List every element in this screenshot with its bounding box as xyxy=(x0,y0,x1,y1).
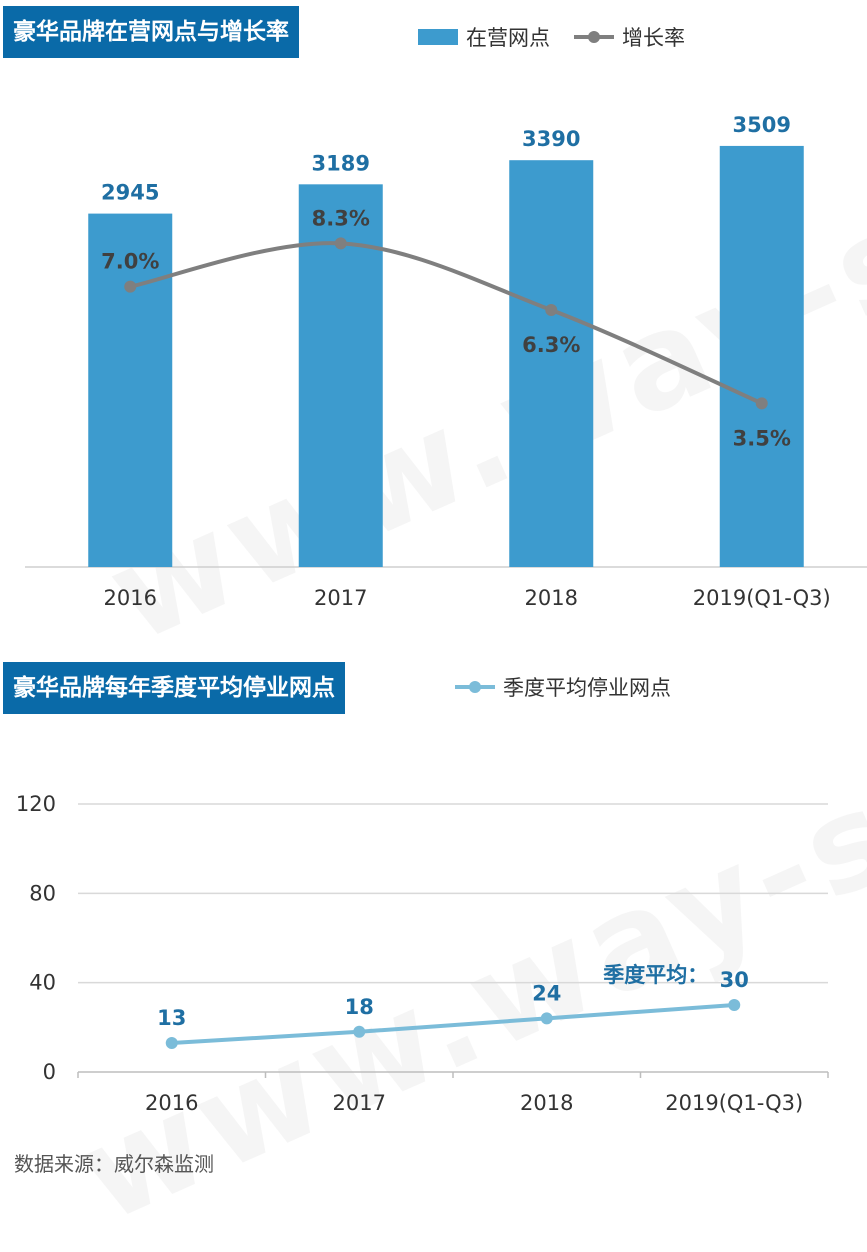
closed-outlets-point xyxy=(353,1025,366,1038)
bar-value-label: 3390 xyxy=(522,127,580,151)
growth-value-label: 3.5% xyxy=(733,426,791,450)
closed-outlets-value-label: 24 xyxy=(532,981,561,1005)
y-tick-label: 0 xyxy=(43,1060,56,1084)
growth-point xyxy=(545,304,558,316)
chart2-legend: 季度平均停业网点 xyxy=(455,672,695,702)
legend-swatch-bar xyxy=(418,29,458,45)
y-tick-label: 120 xyxy=(16,792,56,816)
growth-value-label: 6.3% xyxy=(522,333,580,357)
closed-outlets-value-label: 18 xyxy=(345,995,374,1019)
bar-value-label: 3189 xyxy=(312,151,370,175)
closed-outlets-point xyxy=(728,999,741,1011)
x-tick-label: 2016 xyxy=(145,1091,198,1115)
closed-outlets-value-label: 13 xyxy=(157,1006,186,1030)
chart2-title: 豪华品牌每年季度平均停业网点 xyxy=(3,662,345,714)
x-tick-label: 2019(Q1-Q3) xyxy=(693,586,831,610)
growth-value-label: 8.3% xyxy=(312,206,370,230)
growth-point xyxy=(334,237,347,250)
closed-outlets-line xyxy=(171,1003,735,1045)
chart1-title: 豪华品牌在营网点与增长率 xyxy=(3,6,299,58)
bar-value-label: 2945 xyxy=(101,181,159,205)
y-tick-label: 40 xyxy=(29,971,56,995)
bar-value-label: 3509 xyxy=(733,113,791,137)
x-tick-label: 2017 xyxy=(314,586,367,610)
chart1-plot: 2945 2016 3189 2017 3390 2018 3509 2019(Q1-Q3) 7… xyxy=(25,113,867,610)
growth-line xyxy=(129,241,763,406)
x-tick-label: 2018 xyxy=(520,1091,573,1115)
closed-outlets-point xyxy=(540,1012,553,1025)
legend-item-line: 增长率 xyxy=(574,22,685,52)
data-source: 数据来源：威尔森监测 xyxy=(14,1152,214,1176)
y-tick-label: 80 xyxy=(29,881,56,905)
growth-value-label: 7.0% xyxy=(101,250,159,274)
bar xyxy=(88,213,173,567)
chart1-legend: 在营网点 增长率 xyxy=(418,22,709,52)
legend-label: 增长率 xyxy=(622,26,685,50)
x-tick-label: 2016 xyxy=(104,586,157,610)
x-tick-label: 2017 xyxy=(333,1091,386,1115)
legend-label: 季度平均停业网点 xyxy=(503,676,671,700)
legend-label: 在营网点 xyxy=(466,26,550,50)
bar xyxy=(509,160,594,567)
closed-outlets-value-label: 30 xyxy=(720,968,749,992)
x-tick-label: 2018 xyxy=(525,586,578,610)
chart2-plot: 0 40 80 120 13 18 24 30 季度平均： 2016 2017 2018 2019(Q1… xyxy=(16,792,829,1115)
bar xyxy=(719,145,804,568)
growth-point xyxy=(124,280,137,293)
legend-swatch-line xyxy=(574,31,614,43)
x-tick-label: 2019(Q1-Q3) xyxy=(665,1091,803,1115)
closed-outlets-point xyxy=(165,1036,178,1049)
growth-point xyxy=(755,397,768,410)
legend-item-line: 季度平均停业网点 xyxy=(455,672,671,702)
annotation-label: 季度平均： xyxy=(603,963,708,987)
legend-item-bar: 在营网点 xyxy=(418,22,550,52)
legend-swatch-line xyxy=(455,681,495,693)
